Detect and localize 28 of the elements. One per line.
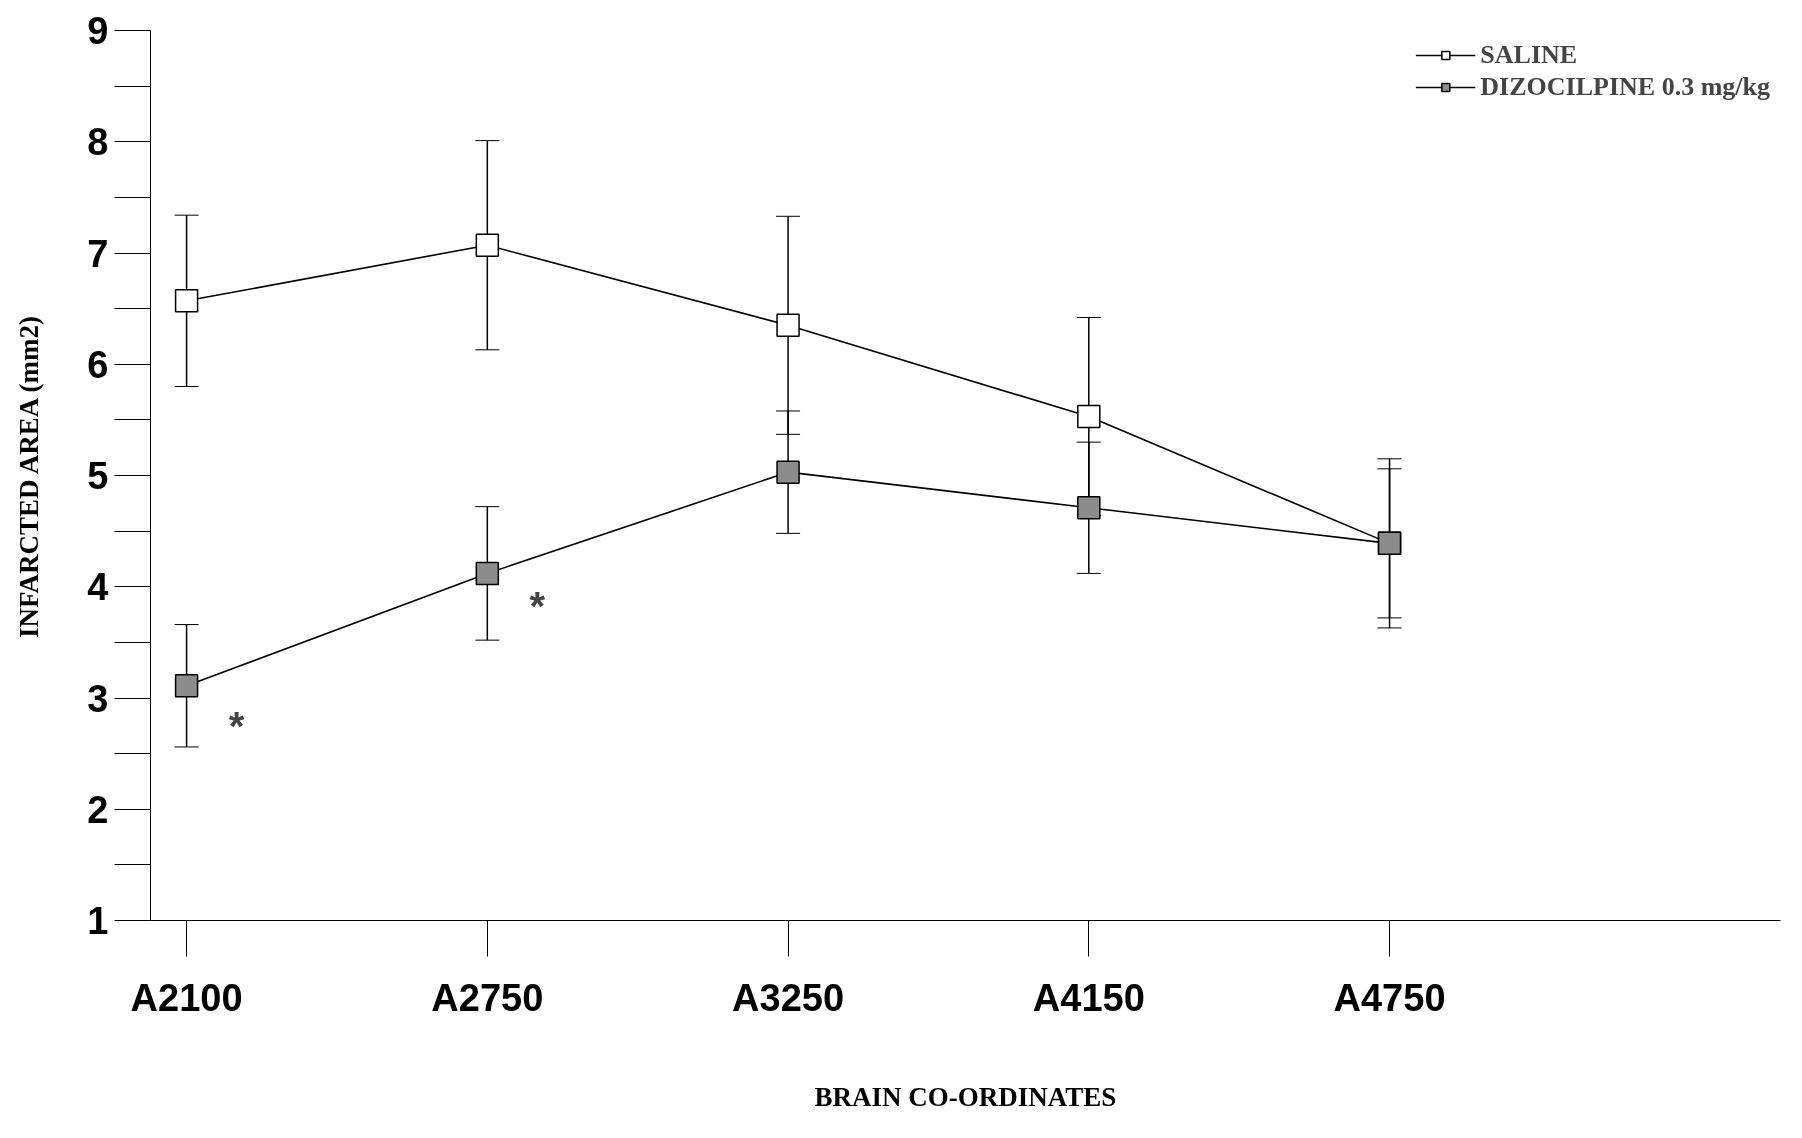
x-tick-label: A3250 — [732, 976, 845, 1019]
annotation: * — [529, 583, 546, 628]
x-tick-label: A4150 — [1032, 976, 1145, 1019]
y-tick-label: 4 — [87, 566, 109, 609]
x-tick-label: A2100 — [130, 976, 243, 1019]
point — [776, 460, 800, 484]
legend-label: DIZOCILPINE 0.3 mg/kg — [1480, 72, 1770, 102]
x-tick-label: A4750 — [1333, 976, 1446, 1019]
y-tick-label: 3 — [87, 677, 109, 720]
x-axis-title: BRAIN CO-ORDINATES — [814, 1081, 1117, 1112]
y-tick-label: 8 — [87, 121, 109, 164]
x-tick-label: A2750 — [431, 976, 544, 1019]
y-tick-label: 5 — [87, 455, 109, 497]
point — [475, 561, 500, 586]
y-tick-label: 9 — [87, 10, 109, 52]
legend-label: SALINE — [1480, 40, 1578, 70]
point — [174, 289, 199, 313]
annotation: * — [228, 703, 245, 748]
y-axis-title: INFARCTED AREA (mm2) — [14, 315, 45, 638]
point — [475, 233, 500, 257]
point — [174, 674, 199, 698]
y-tick-label: 7 — [87, 232, 109, 275]
point — [776, 313, 800, 338]
point — [1077, 404, 1101, 429]
y-tick-label: 1 — [87, 900, 109, 942]
y-tick-label: 2 — [87, 788, 109, 831]
point — [1077, 496, 1101, 520]
y-tick-label: 6 — [87, 343, 109, 386]
